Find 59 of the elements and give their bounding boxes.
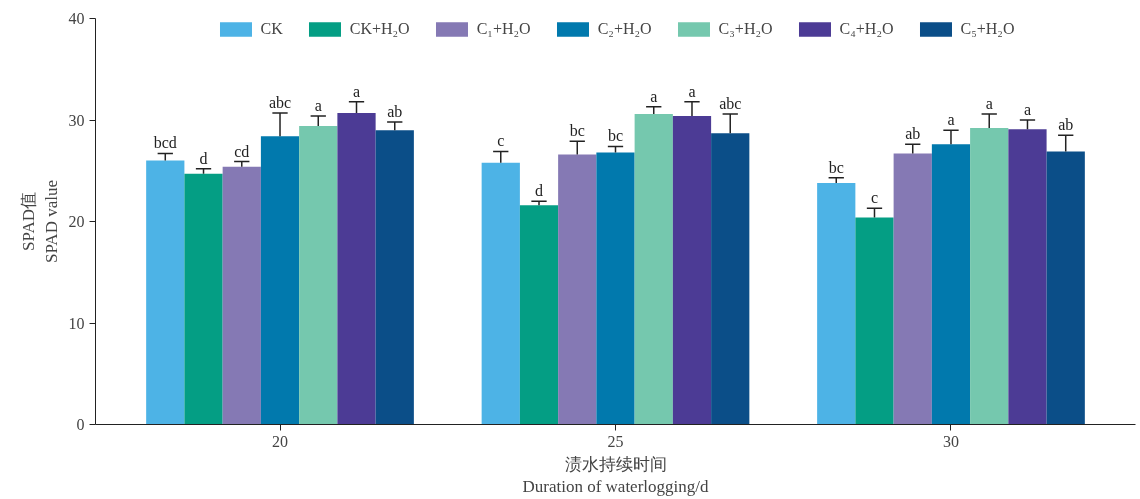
legend-label: C₃+H₂O	[718, 20, 773, 38]
x-tick-label: 30	[942, 432, 959, 450]
x-tick-label: 25	[607, 432, 624, 450]
bar	[931, 144, 971, 425]
data-label: cd	[234, 142, 250, 160]
legend-label: CK+H₂O	[349, 20, 410, 38]
data-label: abc	[268, 93, 292, 111]
x-tick-label: 20	[272, 432, 289, 450]
data-label: c	[497, 132, 505, 150]
data-label: a	[688, 82, 696, 100]
y-tick-label: 30	[68, 111, 85, 129]
bar	[970, 128, 1009, 425]
data-label: abc	[719, 94, 742, 112]
bar	[855, 217, 894, 425]
bar	[1008, 129, 1047, 425]
legend-label: C₁+H₂O	[476, 20, 531, 38]
bar	[184, 173, 223, 425]
bar	[260, 136, 300, 425]
data-label: ab	[905, 125, 921, 143]
bar	[558, 154, 597, 425]
data-label: bc	[828, 158, 844, 176]
bar	[375, 130, 414, 425]
data-label: bc	[569, 122, 585, 140]
data-label: bc	[607, 127, 624, 145]
data-label: a	[650, 87, 658, 105]
data-label: a	[985, 94, 993, 112]
data-label: d	[199, 149, 208, 167]
data-label: a	[314, 96, 322, 114]
legend-label: C₅+H₂O	[960, 20, 1015, 38]
bar	[596, 152, 635, 425]
data-label: c	[870, 189, 879, 207]
bar	[481, 162, 520, 425]
legend-label: C₄+H₂O	[839, 20, 894, 38]
bar	[817, 182, 856, 425]
bar	[634, 113, 673, 425]
bar	[146, 160, 185, 425]
data-label: a	[1023, 101, 1032, 118]
data-label: a	[947, 111, 955, 129]
data-label: d	[535, 182, 544, 200]
legend-label: C₂+H₂O	[597, 20, 652, 38]
bar	[893, 153, 932, 425]
bar	[519, 205, 559, 425]
legend-label: CK	[260, 20, 283, 38]
bar	[672, 115, 712, 425]
y-axis-title: SPAD值 SPAD value	[18, 180, 61, 263]
y-tick-label: 20	[68, 213, 85, 230]
bar	[1046, 151, 1085, 425]
y-tick-label: 10	[68, 314, 85, 332]
bar	[711, 133, 750, 425]
bar	[337, 112, 376, 425]
data-label: ab	[387, 103, 403, 121]
y-tick-label: 40	[68, 10, 85, 27]
bar	[222, 166, 261, 425]
data-label: ab	[1058, 116, 1074, 134]
bar	[299, 126, 338, 425]
data-label: a	[352, 82, 361, 100]
y-tick-label: 0	[76, 416, 85, 433]
data-label: bcd	[153, 134, 177, 152]
x-axis-title: 渍水持续时间 Duration of waterlogging/d	[522, 454, 710, 497]
